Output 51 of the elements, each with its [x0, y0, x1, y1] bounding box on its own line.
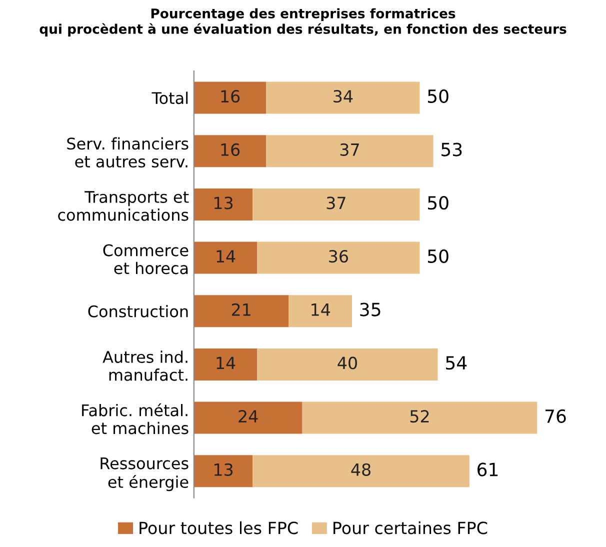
bar: [266, 135, 434, 168]
data-label: 40: [338, 356, 357, 370]
bar: [194, 242, 258, 274]
bar: [194, 135, 266, 168]
data-label: 37: [340, 143, 359, 156]
bar: [252, 188, 420, 220]
bar: [194, 295, 289, 328]
bar: [257, 242, 420, 274]
data-label: 14: [216, 250, 236, 262]
total-label: 53: [442, 142, 462, 156]
bar: [252, 455, 470, 488]
legend-label: Pour certaines FPC: [334, 521, 488, 534]
y-tick-label: Serv. financiers et autres serv.: [67, 137, 188, 168]
bar: [194, 348, 258, 380]
total-label: 54: [446, 356, 467, 370]
data-label: 36: [329, 250, 348, 263]
data-label: 24: [238, 410, 258, 422]
data-label: 34: [334, 90, 353, 103]
bar: [257, 348, 438, 380]
data-label: 16: [221, 90, 240, 103]
legend-label: Pour toutes les FPC: [140, 521, 298, 534]
bar: [194, 455, 253, 488]
total-label: 61: [478, 462, 498, 476]
y-tick-label: Commerce et horeca: [103, 244, 188, 274]
y-tick-label: Construction: [88, 305, 188, 318]
total-label: 35: [360, 302, 380, 316]
bar: [266, 82, 420, 114]
total-label: 50: [428, 249, 448, 264]
data-label: 52: [410, 410, 429, 423]
bar: [194, 402, 302, 434]
bar: [302, 402, 538, 434]
data-label: 16: [221, 143, 240, 156]
y-tick-label: Autres ind. manufact.: [102, 350, 188, 381]
y-tick-label: Transports et communications: [58, 191, 189, 221]
bar: [194, 188, 253, 220]
data-label: 48: [351, 463, 370, 476]
y-tick-label: Ressources et énergie: [100, 457, 188, 492]
y-tick-label: Total: [152, 92, 188, 104]
total-label: 76: [545, 409, 566, 424]
data-label: 13: [214, 463, 233, 476]
chart-title: Pourcentage des entreprises formatrices qui procèdent à une évaluation des résultats, en fonction des secteurs: [40, 8, 566, 36]
data-label: 14: [312, 304, 330, 316]
bar: [194, 82, 266, 114]
total-label: 50: [428, 196, 448, 210]
data-label: 21: [232, 303, 250, 316]
data-label: 14: [216, 356, 236, 370]
total-label: 50: [428, 89, 448, 104]
data-label: 37: [326, 196, 346, 210]
y-tick-label: Fabric. métal. et machines: [82, 403, 188, 434]
data-label: 13: [214, 196, 233, 210]
bar: [288, 295, 352, 328]
